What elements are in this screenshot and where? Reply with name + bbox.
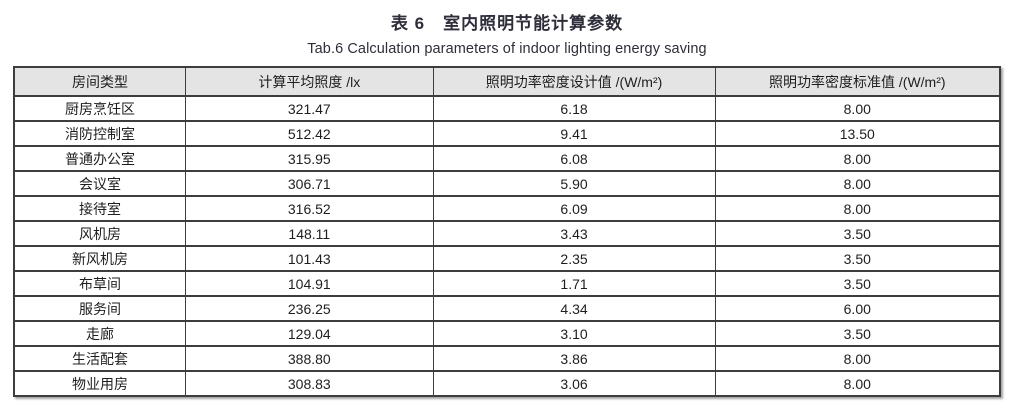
cell-lpd-standard-value: 8.00 bbox=[714, 170, 1001, 197]
table-row: 会议室 306.71 5.90 8.00 bbox=[13, 170, 1001, 197]
cell-room-type: 接待室 bbox=[13, 195, 187, 222]
cell-average-illuminance: 148.11 bbox=[185, 220, 434, 247]
table-caption-chinese: 表 6 室内照明节能计算参数 bbox=[390, 14, 624, 33]
cell-lpd-design-value: 6.09 bbox=[432, 195, 716, 222]
header-lpd-design-value: 照明功率密度设计值 /(W/m²) bbox=[432, 66, 716, 97]
cell-lpd-design-value: 4.34 bbox=[432, 295, 716, 322]
cell-lpd-standard-value: 3.50 bbox=[714, 270, 1001, 297]
cell-lpd-standard-value: 8.00 bbox=[714, 195, 1001, 222]
cell-average-illuminance: 104.91 bbox=[185, 270, 434, 297]
cell-lpd-design-value: 3.86 bbox=[432, 345, 716, 372]
cell-lpd-design-value: 3.10 bbox=[432, 320, 716, 347]
cell-room-type: 走廊 bbox=[13, 320, 187, 347]
cell-lpd-design-value: 3.06 bbox=[432, 370, 716, 397]
lighting-parameters-table: 房间类型 计算平均照度 /lx 照明功率密度设计值 /(W/m²) 照明功率密度… bbox=[13, 66, 1001, 397]
table-row: 风机房 148.11 3.43 3.50 bbox=[13, 220, 1001, 247]
cell-room-type: 布草间 bbox=[13, 270, 187, 297]
cell-room-type: 会议室 bbox=[13, 170, 187, 197]
table-row: 生活配套 388.80 3.86 8.00 bbox=[13, 345, 1001, 372]
header-room-type: 房间类型 bbox=[13, 66, 187, 97]
cell-lpd-design-value: 2.35 bbox=[432, 245, 716, 272]
table-row: 厨房烹饪区 321.47 6.18 8.00 bbox=[13, 95, 1001, 122]
cell-lpd-standard-value: 13.50 bbox=[714, 120, 1001, 147]
cell-lpd-design-value: 6.08 bbox=[432, 145, 716, 172]
cell-lpd-standard-value: 6.00 bbox=[714, 295, 1001, 322]
cell-lpd-standard-value: 8.00 bbox=[714, 145, 1001, 172]
cell-lpd-standard-value: 3.50 bbox=[714, 220, 1001, 247]
cell-room-type: 普通办公室 bbox=[13, 145, 187, 172]
cell-average-illuminance: 316.52 bbox=[185, 195, 434, 222]
cell-room-type: 物业用房 bbox=[13, 370, 187, 397]
cell-room-type: 生活配套 bbox=[13, 345, 187, 372]
cell-lpd-standard-value: 8.00 bbox=[714, 95, 1001, 122]
cell-average-illuminance: 236.25 bbox=[185, 295, 434, 322]
cell-average-illuminance: 388.80 bbox=[185, 345, 434, 372]
cell-lpd-design-value: 9.41 bbox=[432, 120, 716, 147]
cell-room-type: 服务间 bbox=[13, 295, 187, 322]
cell-room-type: 风机房 bbox=[13, 220, 187, 247]
cell-average-illuminance: 101.43 bbox=[185, 245, 434, 272]
cell-lpd-standard-value: 3.50 bbox=[714, 320, 1001, 347]
table-row: 物业用房 308.83 3.06 8.00 bbox=[13, 370, 1001, 397]
cell-average-illuminance: 315.95 bbox=[185, 145, 434, 172]
cell-average-illuminance: 129.04 bbox=[185, 320, 434, 347]
table-row: 布草间 104.91 1.71 3.50 bbox=[13, 270, 1001, 297]
cell-lpd-design-value: 1.71 bbox=[432, 270, 716, 297]
table-body: 厨房烹饪区 321.47 6.18 8.00 消防控制室 512.42 9.41 13.50 普… bbox=[13, 95, 1001, 397]
cell-average-illuminance: 306.71 bbox=[185, 170, 434, 197]
table-caption-english: Tab.6 Calculation parameters of indoor l… bbox=[307, 41, 707, 57]
table-row: 新风机房 101.43 2.35 3.50 bbox=[13, 245, 1001, 272]
header-lpd-standard-value: 照明功率密度标准值 /(W/m²) bbox=[714, 66, 1001, 97]
cell-lpd-standard-value: 8.00 bbox=[714, 345, 1001, 372]
table-row: 消防控制室 512.42 9.41 13.50 bbox=[13, 120, 1001, 147]
cell-lpd-standard-value: 3.50 bbox=[714, 245, 1001, 272]
cell-lpd-standard-value: 8.00 bbox=[714, 370, 1001, 397]
cell-room-type: 厨房烹饪区 bbox=[13, 95, 187, 122]
header-average-illuminance: 计算平均照度 /lx bbox=[185, 66, 434, 97]
table-row: 接待室 316.52 6.09 8.00 bbox=[13, 195, 1001, 222]
cell-average-illuminance: 512.42 bbox=[185, 120, 434, 147]
cell-lpd-design-value: 5.90 bbox=[432, 170, 716, 197]
cell-room-type: 消防控制室 bbox=[13, 120, 187, 147]
table-row: 普通办公室 315.95 6.08 8.00 bbox=[13, 145, 1001, 172]
table-row: 走廊 129.04 3.10 3.50 bbox=[13, 320, 1001, 347]
table-header-row: 房间类型 计算平均照度 /lx 照明功率密度设计值 /(W/m²) 照明功率密度… bbox=[13, 66, 1001, 97]
paper-table-figure: 表 6 室内照明节能计算参数 Tab.6 Calculation paramet… bbox=[0, 0, 1014, 397]
cell-average-illuminance: 308.83 bbox=[185, 370, 434, 397]
cell-room-type: 新风机房 bbox=[13, 245, 187, 272]
cell-lpd-design-value: 3.43 bbox=[432, 220, 716, 247]
cell-lpd-design-value: 6.18 bbox=[432, 95, 716, 122]
table-caption: 表 6 室内照明节能计算参数 Tab.6 Calculation paramet… bbox=[0, 0, 1014, 57]
cell-average-illuminance: 321.47 bbox=[185, 95, 434, 122]
table-row: 服务间 236.25 4.34 6.00 bbox=[13, 295, 1001, 322]
